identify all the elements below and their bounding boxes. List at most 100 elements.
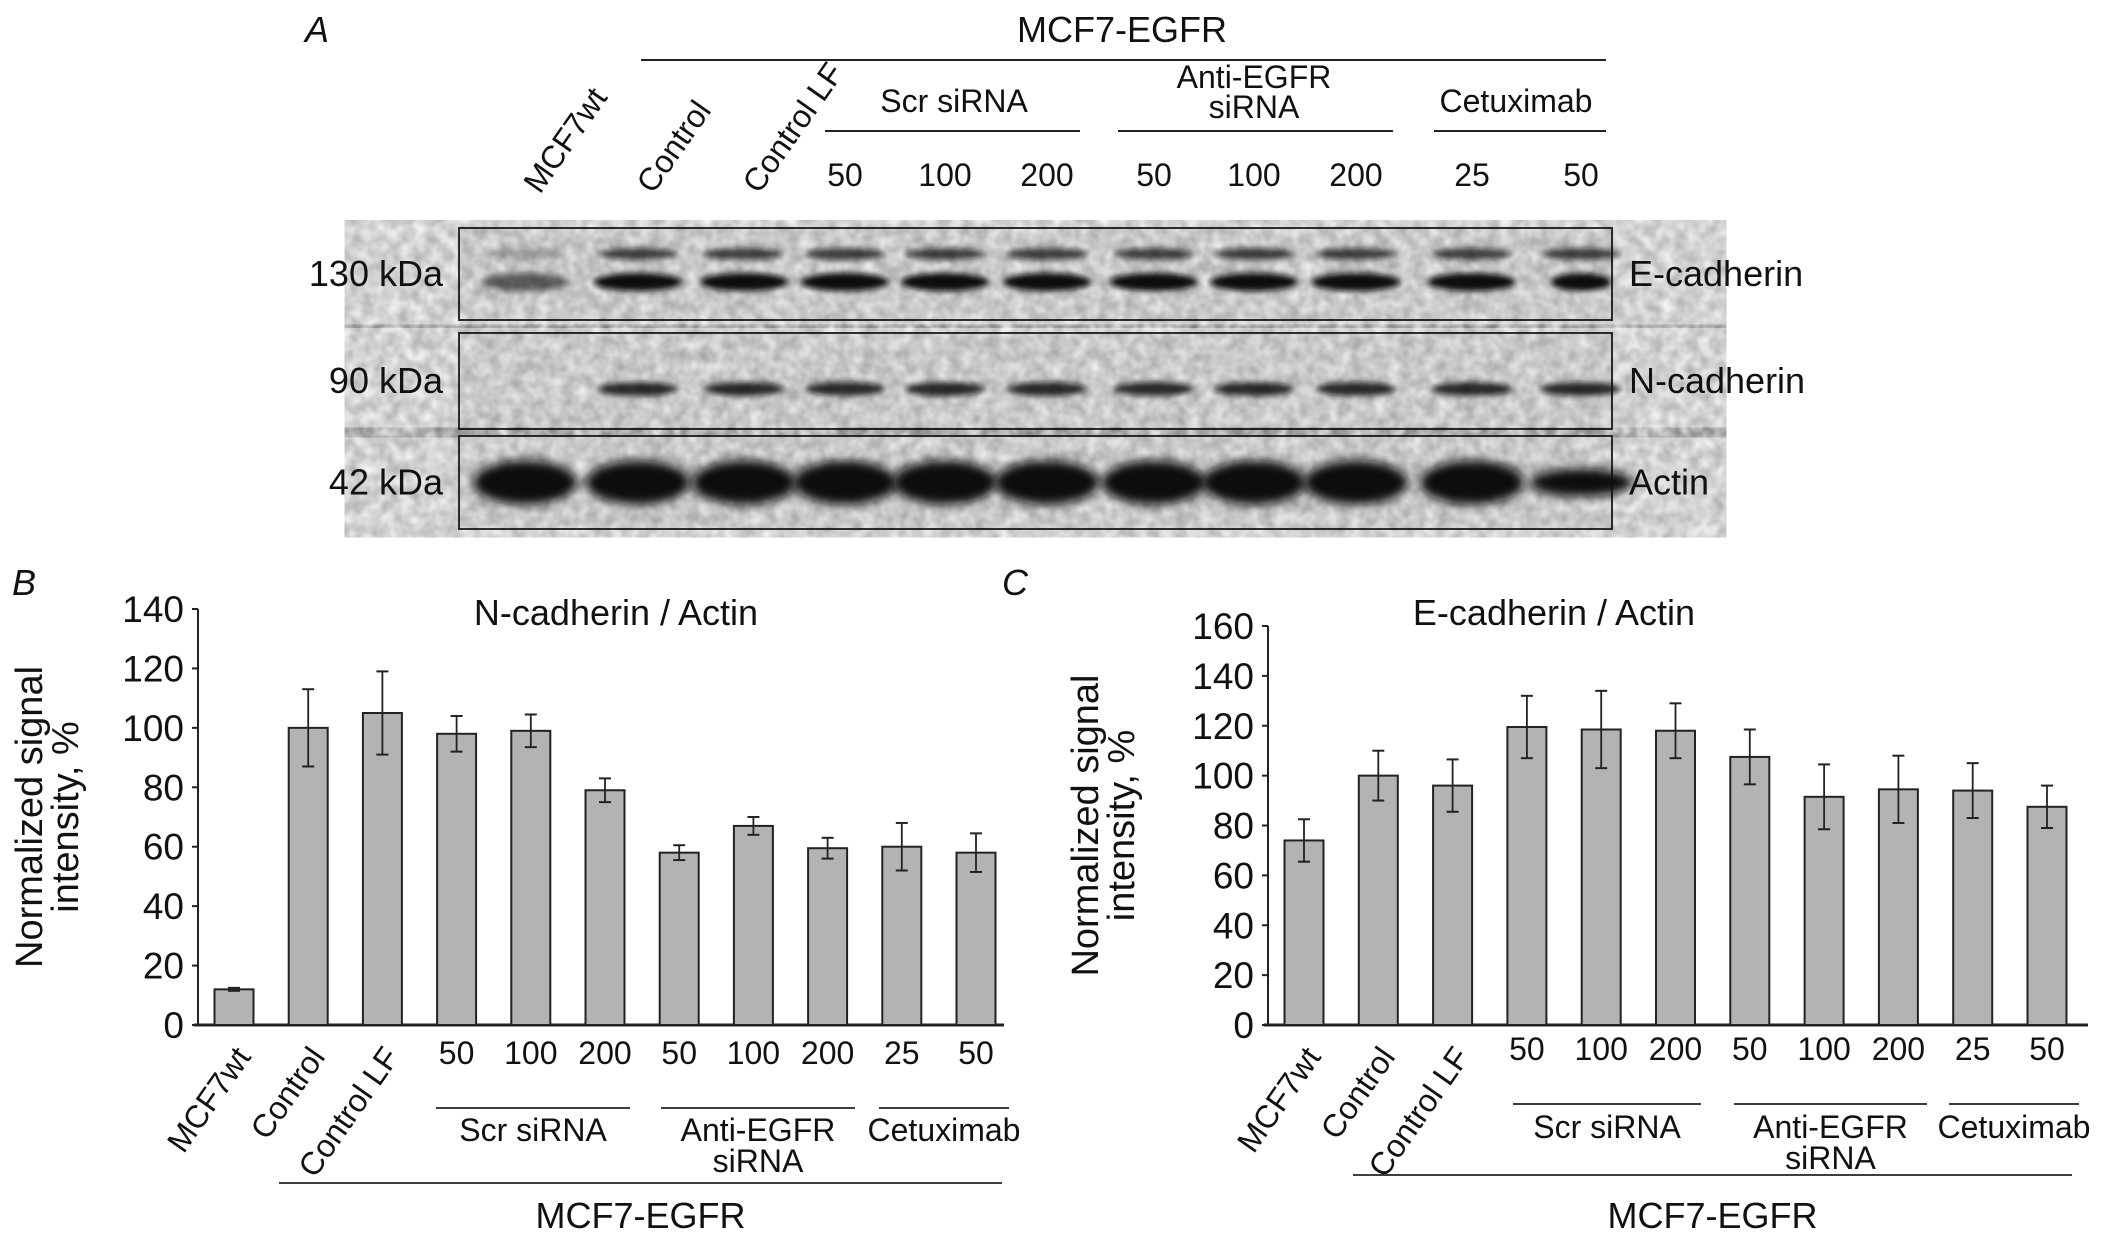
- band: [805, 382, 885, 396]
- band: [1003, 273, 1091, 291]
- y-tick-label: 120: [1192, 706, 1254, 747]
- band: [1110, 273, 1198, 291]
- bar: [361, 712, 403, 1026]
- group-label: Scr siRNA: [459, 1112, 607, 1148]
- band: [1114, 382, 1194, 396]
- dose-label: 25: [1454, 157, 1490, 193]
- bar: [510, 729, 552, 1026]
- panel-letter: C: [1002, 562, 1029, 603]
- y-tick-label: 0: [163, 1005, 184, 1046]
- dose-label: 50: [1136, 157, 1172, 193]
- band: [586, 460, 690, 505]
- y-tick-label: 80: [143, 767, 184, 808]
- bar: [1357, 774, 1399, 1026]
- band: [1312, 273, 1400, 291]
- group-label: siRNA: [1209, 89, 1300, 125]
- group-title: MCF7-EGFR: [1017, 9, 1227, 50]
- band: [598, 382, 678, 396]
- bar: [732, 824, 774, 1027]
- dose-label: 50: [1563, 157, 1599, 193]
- group-label: Anti-EGFR: [681, 1112, 836, 1148]
- lane-label: Control: [629, 94, 718, 199]
- band: [1304, 460, 1408, 505]
- bar: [1432, 784, 1474, 1026]
- x-tick-label: 50: [439, 1035, 475, 1071]
- band: [1432, 248, 1512, 260]
- y-tick-label: 140: [1192, 656, 1254, 697]
- bar: [807, 847, 849, 1027]
- band: [598, 248, 678, 260]
- group-label: Scr siRNA: [880, 83, 1028, 119]
- x-tick-label: 100: [727, 1035, 780, 1071]
- dose-label: 100: [918, 157, 971, 193]
- y-tick-label: 120: [122, 648, 184, 689]
- dose-label: 50: [827, 157, 863, 193]
- bar: [1580, 728, 1622, 1026]
- x-tick-label: 200: [1872, 1031, 1925, 1067]
- group-label: siRNA: [713, 1143, 804, 1179]
- band: [801, 273, 889, 291]
- chart-title: E-cadherin / Actin: [1413, 592, 1695, 633]
- band: [1007, 248, 1087, 260]
- bar: [1506, 725, 1548, 1026]
- bar: [213, 988, 255, 1026]
- dose-label: 200: [1020, 157, 1073, 193]
- band: [1541, 248, 1621, 260]
- x-tick-label: 200: [801, 1035, 854, 1071]
- bar: [436, 732, 478, 1026]
- bar: [1655, 729, 1696, 1026]
- group-label: Cetuximab: [1938, 1109, 2091, 1145]
- y-tick-label: 40: [143, 886, 184, 927]
- group-label: siRNA: [1785, 1140, 1876, 1176]
- band: [1214, 382, 1294, 396]
- y-tick-label: 0: [1233, 1005, 1254, 1046]
- bar: [287, 726, 329, 1026]
- panel-c-chart: C E-cadherin / Actin 0 20 40 60 80 100 120 140 160…: [1002, 562, 2090, 1236]
- bar: [955, 851, 997, 1027]
- x-tick-label: 50: [1509, 1031, 1545, 1067]
- band: [1316, 382, 1396, 396]
- band: [485, 248, 565, 260]
- band: [793, 460, 897, 505]
- bar: [658, 851, 700, 1027]
- group-label: Anti-EGFR: [1753, 1109, 1908, 1145]
- band: [1432, 382, 1512, 396]
- band: [1316, 248, 1396, 260]
- x-tick-label: 25: [1955, 1031, 1991, 1067]
- chart-title: N-cadherin / Actin: [474, 592, 758, 633]
- y-tick-label: 40: [1213, 905, 1254, 946]
- band: [704, 382, 784, 396]
- y-tick-label: 20: [1213, 955, 1254, 996]
- x-tick-label: 100: [504, 1035, 557, 1071]
- x-tick-label: 25: [884, 1035, 920, 1071]
- y-tick-label: 60: [1213, 855, 1254, 896]
- band: [700, 273, 788, 291]
- band: [1114, 248, 1194, 260]
- outer-group-label: MCF7-EGFR: [536, 1195, 746, 1236]
- x-tick-label: 50: [958, 1035, 994, 1071]
- band: [805, 248, 885, 260]
- y-tick-label: 140: [122, 589, 184, 630]
- band: [1420, 460, 1524, 505]
- protein-label: Actin: [1629, 462, 1709, 503]
- x-tick-label: 200: [578, 1035, 631, 1071]
- bar: [1877, 788, 1919, 1027]
- bar: [584, 789, 626, 1026]
- bar: [1283, 839, 1325, 1027]
- group-label: Scr siRNA: [1533, 1109, 1681, 1145]
- y-tick-label: 100: [1192, 756, 1254, 797]
- panel-letter: A: [303, 9, 329, 50]
- panel-letter: B: [12, 562, 36, 603]
- band: [704, 248, 784, 260]
- panel-b-chart: B N-cadherin / Actin 0 20 40 60 80 100 120 140 Nor…: [9, 562, 1020, 1236]
- bar: [2026, 805, 2068, 1026]
- band: [1202, 460, 1306, 505]
- band: [901, 273, 989, 291]
- x-tick-label: 50: [661, 1035, 697, 1071]
- protein-label: N-cadherin: [1629, 360, 1805, 401]
- molecular-weight-label: 42 kDa: [329, 462, 444, 503]
- band: [905, 248, 985, 260]
- band: [1210, 273, 1298, 291]
